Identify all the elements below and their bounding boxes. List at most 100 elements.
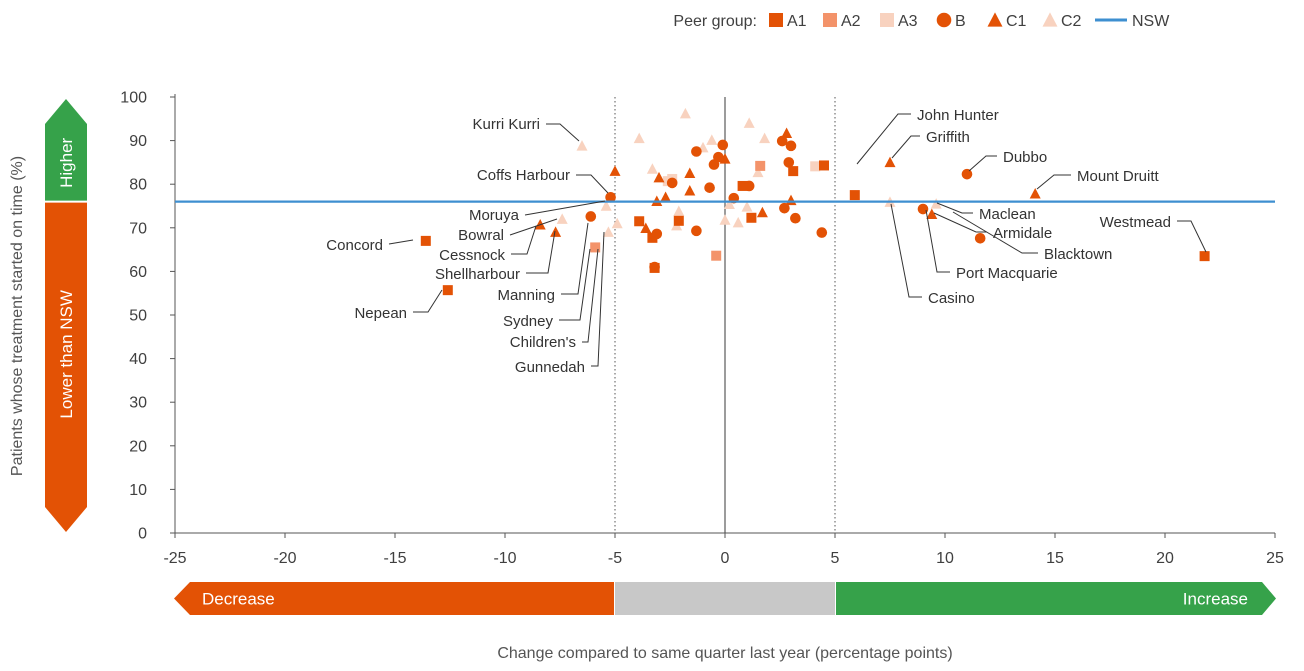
annotation-leader [526, 230, 556, 274]
data-point-a1 [1199, 251, 1210, 262]
data-point-c2 [602, 226, 614, 237]
data-point-a1 [649, 262, 660, 273]
legend-label-a3: A3 [898, 13, 918, 30]
y-tick-label: 70 [129, 220, 147, 237]
data-point-b [666, 177, 678, 189]
data-point-c2 [719, 214, 731, 225]
legend: Peer group: A1 A2 A3 B C1 C2 NSW [673, 12, 1170, 30]
x-axis-label: Change compared to same quarter last yea… [497, 645, 952, 662]
data-point-c2 [646, 163, 658, 174]
data-point-b [785, 140, 797, 152]
data-point-b [816, 227, 828, 238]
legend-marker-c2 [1042, 12, 1058, 27]
data-point-b [713, 151, 724, 163]
data-point-a1 [634, 216, 645, 227]
annotation-leader [925, 209, 950, 273]
data-point-c1 [684, 167, 696, 179]
data-point-c2 [723, 198, 735, 210]
annotation-leader [591, 231, 605, 367]
annotation-leader [856, 113, 911, 165]
data-point-c1 [550, 226, 562, 237]
annotation-label: Westmead [1100, 214, 1171, 231]
data-point-c2 [673, 205, 685, 216]
data-point-b [717, 139, 729, 151]
data-point-b [605, 191, 616, 203]
y-tick-label: 80 [129, 177, 147, 194]
data-point-c2 [930, 198, 942, 209]
annotation-label: Concord [326, 237, 383, 254]
annotation-label: Blacktown [1044, 246, 1112, 263]
legend-title: Peer group: [673, 13, 757, 30]
lower-label: Lower than NSW [57, 290, 76, 419]
legend-label-b: B [955, 13, 966, 30]
data-point-c2 [741, 201, 753, 212]
annotation-leader [952, 211, 1038, 254]
annotation-leader [933, 212, 987, 233]
data-point-c2 [556, 213, 568, 224]
data-point-a3 [810, 161, 821, 172]
data-point-a1 [849, 190, 860, 201]
y-tick-label: 50 [129, 308, 147, 325]
annotation-leader [546, 123, 580, 142]
annotation-label: Bowral [458, 227, 504, 244]
data-point-c2 [611, 217, 623, 229]
data-point-a1 [420, 235, 431, 246]
x-tick-label: 0 [721, 550, 730, 567]
x-direction-arrow: Decrease Increase [174, 582, 1276, 615]
annotation-leader [1036, 174, 1071, 190]
data-point-b [790, 212, 801, 224]
y-tick-label: 90 [129, 133, 147, 150]
data-point-b [917, 203, 929, 215]
data-point-c1 [684, 184, 696, 196]
decrease-label: Decrease [202, 590, 275, 609]
higher-arrow [45, 99, 87, 201]
annotation-leader [559, 248, 591, 321]
data-point-a2 [755, 160, 766, 171]
annotation-label: Griffith [926, 129, 970, 146]
data-point-b [691, 225, 702, 237]
data-point-c2 [743, 117, 755, 128]
x-tick-label: 5 [831, 550, 840, 567]
legend-label-nsw: NSW [1132, 13, 1170, 30]
data-point-b [776, 135, 788, 147]
data-point-b [779, 202, 790, 214]
data-point-c1 [884, 156, 896, 168]
annotation-label: Mount Druitt [1077, 168, 1160, 185]
data-point-c1 [756, 206, 768, 218]
data-point-a1 [442, 285, 453, 296]
annotation-label: Port Macquarie [956, 265, 1058, 282]
legend-marker-a2 [823, 13, 837, 27]
x-tick-label: -20 [273, 550, 296, 567]
data-point-c2 [706, 134, 718, 145]
annotation-leader [561, 222, 589, 295]
data-point-c1 [1029, 188, 1041, 199]
data-point-c1 [781, 127, 793, 138]
data-point-a1 [819, 160, 829, 171]
increase-label: Increase [1183, 590, 1248, 609]
data-point-a1 [788, 166, 799, 177]
annotation-label: Gunnedah [515, 359, 585, 376]
data-point-a1 [647, 232, 658, 243]
annotation-leader [1177, 220, 1207, 253]
legend-label-a1: A1 [787, 13, 807, 30]
annotation-label: John Hunter [917, 107, 999, 124]
data-point-c1 [640, 222, 652, 233]
annotation-label: Moruya [469, 207, 520, 224]
y-tick-label: 30 [129, 395, 147, 412]
legend-marker-c1 [987, 12, 1003, 27]
annotation-label: Children's [510, 334, 576, 351]
annotation-label: Maclean [979, 206, 1036, 223]
x-tick-label: -15 [383, 550, 406, 567]
data-point-c2 [600, 200, 612, 211]
annotation-label: Casino [928, 290, 975, 307]
annotation-leader [890, 203, 922, 298]
data-point-c2 [732, 216, 744, 228]
neutral-band [615, 582, 835, 615]
y-tick-label: 100 [120, 90, 147, 107]
annotation-leader [582, 248, 599, 343]
legend-marker-a1 [769, 13, 783, 27]
legend-label-a2: A2 [841, 13, 861, 30]
data-point-c1 [660, 191, 672, 203]
legend-label-c2: C2 [1061, 13, 1082, 30]
